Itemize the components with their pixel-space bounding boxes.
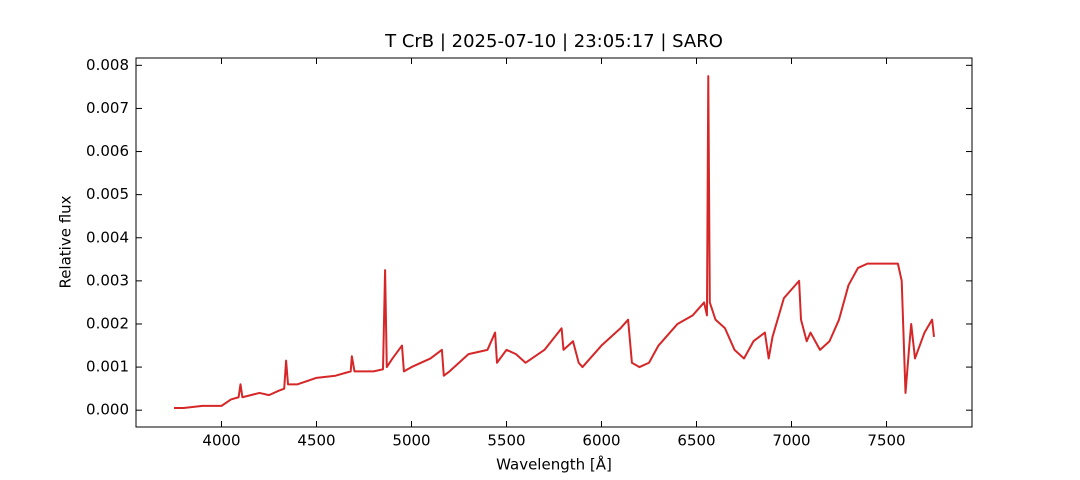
x-tick-label: 5000 [392, 432, 430, 450]
x-tick-label: 6500 [677, 432, 715, 450]
x-tick-label: 7500 [867, 432, 905, 450]
y-tick-label: 0.005 [86, 185, 129, 203]
x-tick-label: 4500 [297, 432, 335, 450]
spectrum-line [174, 75, 935, 410]
chart-title: T CrB | 2025-07-10 | 23:05:17 | SARO [384, 31, 723, 52]
x-tick-label: 6000 [582, 432, 620, 450]
y-axis-label: Relative flux [57, 195, 75, 288]
y-tick-label: 0.001 [86, 358, 129, 376]
y-tick-label: 0.003 [86, 271, 129, 289]
x-axis-label: Wavelength [Å] [496, 455, 612, 474]
x-tick-label: 7000 [772, 432, 810, 450]
y-tick-label: 0.008 [86, 56, 129, 74]
x-tick-label: 4000 [202, 432, 240, 450]
y-tick-label: 0.007 [86, 99, 129, 117]
y-tick-label: 0.006 [86, 142, 129, 160]
x-tick-label: 5500 [487, 432, 525, 450]
y-tick-label: 0.002 [86, 314, 129, 332]
plot-frame [135, 57, 973, 428]
y-tick-label: 0.004 [86, 228, 129, 246]
y-tick-label: 0.000 [86, 401, 129, 419]
